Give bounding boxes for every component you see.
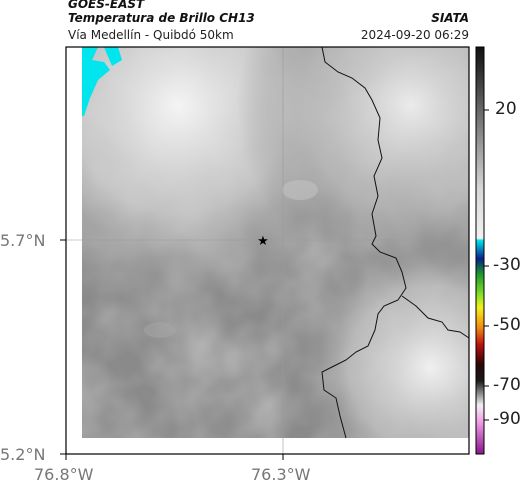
boundary-line-east [401, 295, 470, 339]
colorbar-label: 20 [495, 99, 517, 119]
map-frame [65, 46, 470, 455]
cold-cloud-patch [82, 47, 110, 116]
brightness-field [82, 47, 469, 438]
satellite-label: GOES-EAST [68, 0, 145, 11]
y-tick-label: 5.7°N [0, 231, 46, 250]
boundary-line [321, 46, 407, 439]
cold-cloud-patch-2 [104, 47, 122, 66]
timestamp-label: 2024-09-20 06:29 [360, 28, 469, 42]
colorbar-label: -70 [493, 375, 521, 395]
location-star-icon: ★ [257, 234, 269, 249]
colorbar-label: -90 [493, 409, 521, 429]
y-tick-label: 5.2°N [0, 445, 46, 464]
x-tick-label: 76.8°W [34, 465, 94, 484]
colorbar [475, 46, 485, 455]
chart-subtitle: Vía Medellín - Quibdó 50km [68, 28, 234, 42]
x-tick-label: 76.3°W [251, 465, 311, 484]
brand-label: SIATA [431, 11, 469, 25]
chart-title: Temperatura de Brillo CH13 [68, 11, 255, 25]
colorbar-label: -30 [493, 255, 521, 275]
colorbar-label: -50 [493, 315, 521, 335]
